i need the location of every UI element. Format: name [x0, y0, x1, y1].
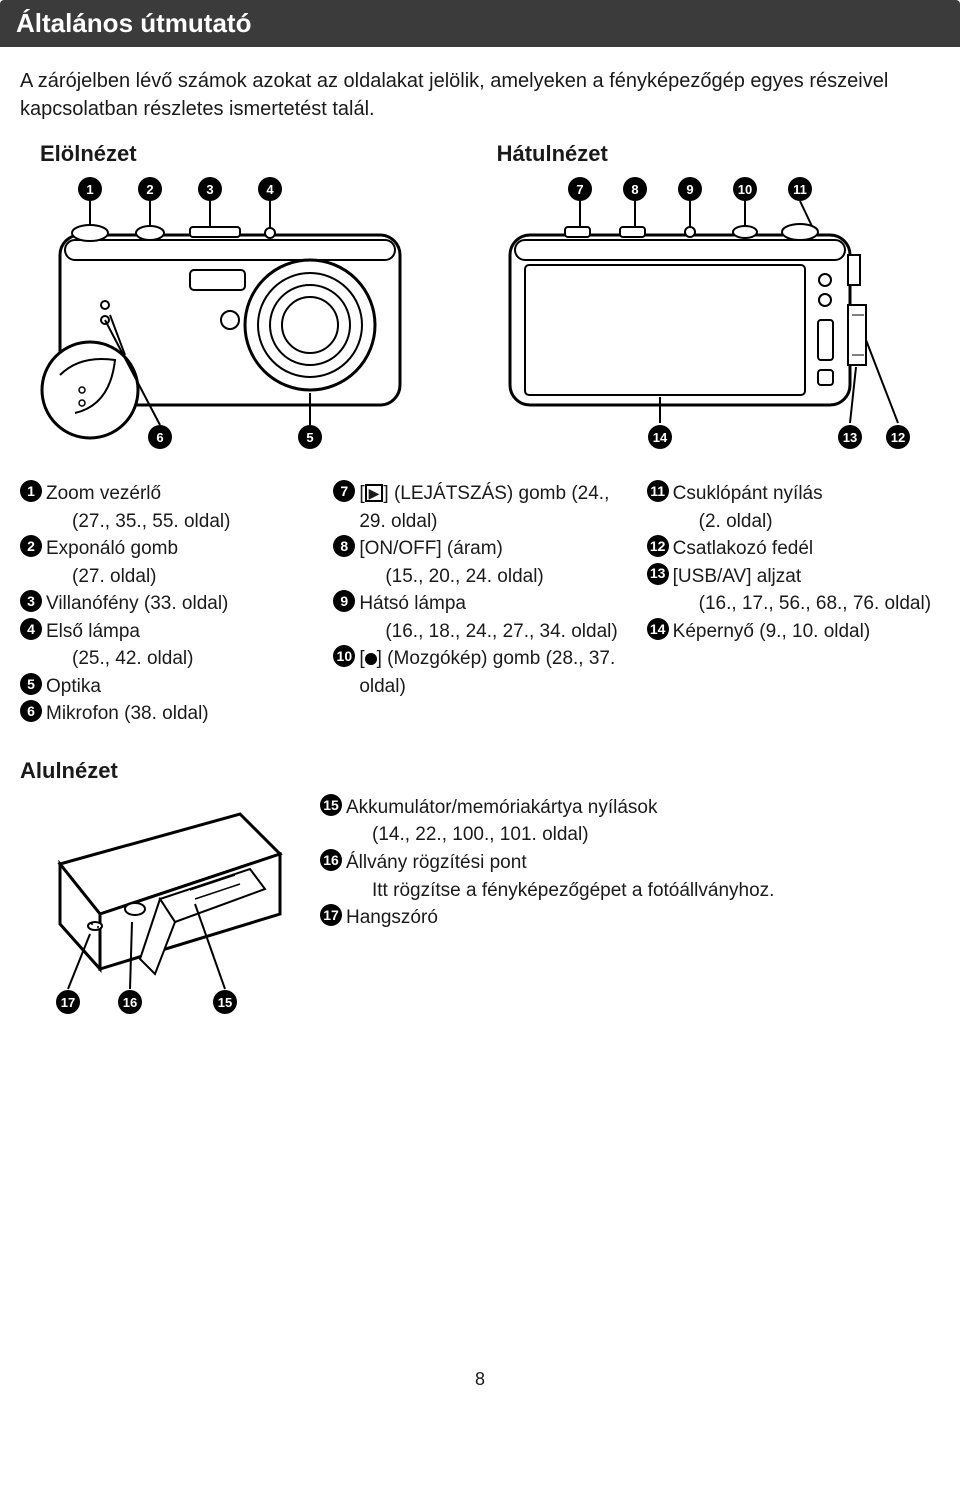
callout-2-label: 2: [146, 182, 153, 197]
rear-view-label: Hátulnézet: [497, 141, 608, 167]
legend-text: Mikrofon (38. oldal): [46, 700, 209, 728]
legend-text: Zoom vezérlő(27., 35., 55. oldal): [46, 480, 230, 535]
legend-col-3: 11Csuklópánt nyílás(2. oldal)12Csatlakoz…: [647, 480, 940, 728]
callout-number: 3: [20, 590, 42, 612]
callout-6-label: 6: [156, 430, 163, 445]
callout-number: 14: [647, 618, 669, 640]
legend-text: Optika: [46, 673, 101, 701]
callout-number: 1: [20, 480, 42, 502]
callout-11-label: 11: [793, 182, 807, 197]
legend-item: 11Csuklópánt nyílás(2. oldal): [647, 480, 940, 535]
callout-number: 10: [333, 645, 355, 667]
legend-item: 8[ON/OFF] (áram)(15., 20., 24. oldal): [333, 535, 626, 590]
legend-item: 1Zoom vezérlő(27., 35., 55. oldal): [20, 480, 313, 535]
bottom-row: 17 16 15 15Akkumulátor/memóriakártya nyí…: [20, 794, 940, 1029]
legend-text: Csuklópánt nyílás(2. oldal): [673, 480, 823, 535]
legend-item: 3Villanófény (33. oldal): [20, 590, 313, 618]
callout-number: 11: [647, 480, 669, 502]
callout-number: 15: [320, 794, 342, 816]
legend-text: [▶] (LEJÁTSZÁS) gomb (24., 29. oldal): [359, 480, 626, 535]
legend-text: Exponáló gomb(27. oldal): [46, 535, 178, 590]
callout-9-label: 9: [686, 182, 693, 197]
callout-16-label: 16: [123, 995, 137, 1010]
legend-item: 14Képernyő (9., 10. oldal): [647, 618, 940, 646]
legend-text: Hangszóró: [346, 904, 438, 932]
bottom-camera-svg: 17 16 15: [20, 794, 300, 1024]
callout-14-label: 14: [653, 430, 668, 445]
intro-text: A zárójelben lévő számok azokat az oldal…: [20, 67, 940, 123]
callout-number: 16: [320, 849, 342, 871]
legend-col-1: 1Zoom vezérlő(27., 35., 55. oldal)2Expon…: [20, 480, 313, 728]
legend-text: Akkumulátor/memóriakártya nyílások(14., …: [346, 794, 658, 849]
callout-1-label: 1: [86, 182, 93, 197]
callout-number: 12: [647, 535, 669, 557]
callout-12-label: 12: [891, 430, 905, 445]
legend-text: [] (Mozgókép) gomb (28., 37. oldal): [359, 645, 626, 700]
bottom-legend: 15Akkumulátor/memóriakártya nyílások(14.…: [320, 794, 774, 932]
callout-3-label: 3: [206, 182, 213, 197]
callout-13-label: 13: [843, 430, 857, 445]
callout-number: 17: [320, 904, 342, 926]
callout-number: 9: [333, 590, 355, 612]
legend-item: 4Első lámpa(25., 42. oldal): [20, 618, 313, 673]
legend-col-2: 7[▶] (LEJÁTSZÁS) gomb (24., 29. oldal)8[…: [333, 480, 626, 728]
legend-row: 1Zoom vezérlő(27., 35., 55. oldal)2Expon…: [20, 480, 940, 728]
callout-number: 4: [20, 618, 42, 640]
front-diagram: 1 2 3 4: [20, 175, 440, 460]
callout-4-label: 4: [266, 182, 274, 197]
callout-number: 2: [20, 535, 42, 557]
rear-diagram: 7 8 9 10 11: [480, 175, 920, 460]
page-title-bar: Általános útmutató: [0, 0, 960, 47]
legend-item: 7[▶] (LEJÁTSZÁS) gomb (24., 29. oldal): [333, 480, 626, 535]
callout-10-label: 10: [738, 182, 752, 197]
callout-7-label: 7: [576, 182, 583, 197]
legend-text: Képernyő (9., 10. oldal): [673, 618, 871, 646]
callout-number: 6: [20, 700, 42, 722]
legend-item: 2Exponáló gomb(27. oldal): [20, 535, 313, 590]
callout-5-label: 5: [306, 430, 313, 445]
callout-number: 8: [333, 535, 355, 557]
page-content: A zárójelben lévő számok azokat az oldal…: [0, 47, 960, 1420]
page-title: Általános útmutató: [16, 8, 251, 38]
legend-item: 5Optika: [20, 673, 313, 701]
callout-number: 13: [647, 563, 669, 585]
bottom-view-label: Alulnézet: [20, 758, 940, 784]
page-number: 8: [20, 1369, 940, 1390]
legend-item: 12Csatlakozó fedél: [647, 535, 940, 563]
legend-text: Állvány rögzítési pontItt rögzítse a fén…: [346, 849, 774, 904]
legend-item: 15Akkumulátor/memóriakártya nyílások(14.…: [320, 794, 774, 849]
legend-text: [ON/OFF] (áram)(15., 20., 24. oldal): [359, 535, 543, 590]
diagrams-row: 1 2 3 4: [20, 175, 940, 460]
legend-text: Hátsó lámpa(16., 18., 24., 27., 34. olda…: [359, 590, 617, 645]
legend-text: [USB/AV] aljzat(16., 17., 56., 68., 76. …: [673, 563, 931, 618]
callout-number: 5: [20, 673, 42, 695]
callout-8-label: 8: [631, 182, 638, 197]
legend-item: 17Hangszóró: [320, 904, 774, 932]
legend-item: 9Hátsó lámpa(16., 18., 24., 27., 34. old…: [333, 590, 626, 645]
callout-17-label: 17: [61, 995, 75, 1010]
legend-item: 10[] (Mozgókép) gomb (28., 37. oldal): [333, 645, 626, 700]
legend-item: 6Mikrofon (38. oldal): [20, 700, 313, 728]
callout-15-label: 15: [218, 995, 232, 1010]
legend-text: Csatlakozó fedél: [673, 535, 813, 563]
front-view-label: Elölnézet: [40, 141, 137, 167]
rear-camera-svg: 7 8 9 10 11: [480, 175, 920, 455]
legend-item: 13[USB/AV] aljzat(16., 17., 56., 68., 76…: [647, 563, 940, 618]
bottom-diagram: 17 16 15: [20, 794, 300, 1029]
legend-text: Villanófény (33. oldal): [46, 590, 228, 618]
front-camera-svg: 1 2 3 4: [20, 175, 440, 455]
legend-item: 16Állvány rögzítési pontItt rögzítse a f…: [320, 849, 774, 904]
callout-number: 7: [333, 480, 355, 502]
view-labels-row: Elölnézet Hátulnézet: [20, 141, 940, 167]
legend-text: Első lámpa(25., 42. oldal): [46, 618, 193, 673]
